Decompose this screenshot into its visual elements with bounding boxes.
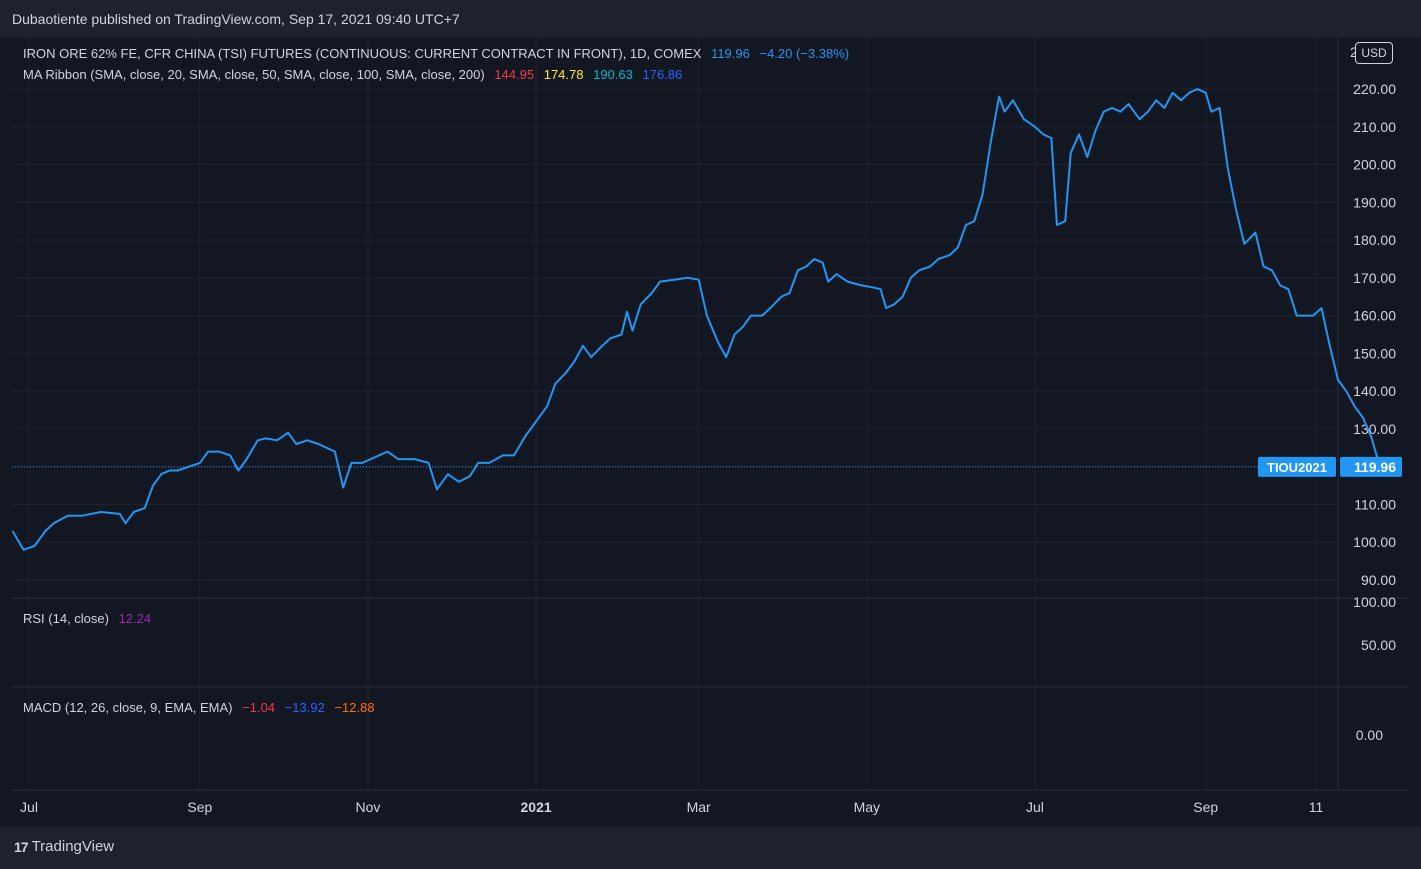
y-tick-label: 210.00 xyxy=(1353,119,1396,135)
y-tick-label-partial: 2 xyxy=(1350,44,1358,60)
main-series-legend[interactable]: IRON ORE 62% FE, CFR CHINA (TSI) FUTURES… xyxy=(23,46,855,61)
y-tick-label: 180.00 xyxy=(1353,232,1396,248)
y-tick-label: 150.00 xyxy=(1353,345,1396,361)
tradingview-logo-icon: 17 xyxy=(14,838,29,855)
macd-legend[interactable]: MACD (12, 26, close, 9, EMA, EMA) −1.04 … xyxy=(23,700,381,715)
ma-value-200: 176.86 xyxy=(642,67,683,82)
y-tick-label: 170.00 xyxy=(1353,270,1396,286)
macd-title: MACD (12, 26, close, 9, EMA, EMA) xyxy=(23,700,233,715)
price-series-line xyxy=(11,88,1381,551)
x-tick-label: Jul xyxy=(20,799,38,815)
rsi-legend[interactable]: RSI (14, close) 12.24 xyxy=(23,611,157,626)
price-tag-label: 119.96 xyxy=(1354,459,1396,475)
brand-label: TradingView xyxy=(31,838,115,855)
rsi-tick-label: 100.00 xyxy=(1353,594,1396,610)
rsi-tick-label: 50.00 xyxy=(1361,637,1396,653)
x-tick-label: Sep xyxy=(1193,799,1218,815)
y-tick-label: 160.00 xyxy=(1353,308,1396,324)
x-tick-label: Sep xyxy=(187,799,212,815)
price-tag-bg xyxy=(1340,456,1402,477)
rsi-value: 12.24 xyxy=(118,611,152,626)
ma-value-20: 144.95 xyxy=(494,67,535,82)
bottom-bar: 17 TradingView xyxy=(0,826,1421,869)
y-tick-label: 220.00 xyxy=(1353,81,1396,97)
macd-value-hist: −1.04 xyxy=(242,700,276,715)
ma-value-50: 174.78 xyxy=(543,67,584,82)
symbol-tag-label: TIOU2021 xyxy=(1267,460,1327,475)
y-tick-label: 110.00 xyxy=(1354,496,1396,512)
y-tick-label: 190.00 xyxy=(1353,194,1396,210)
macd-tick-label: 0.00 xyxy=(1356,727,1383,743)
x-tick-label: 11 xyxy=(1309,799,1324,815)
x-tick-label: Nov xyxy=(356,799,381,815)
series-change: −4.20 (−3.38%) xyxy=(759,46,850,61)
ma-title: MA Ribbon (SMA, close, 20, SMA, close, 5… xyxy=(23,67,485,82)
x-tick-label: May xyxy=(854,799,880,815)
ma-ribbon-legend[interactable]: MA Ribbon (SMA, close, 20, SMA, close, 5… xyxy=(23,67,688,82)
chart-frame[interactable] xyxy=(12,38,1409,826)
x-tick-label: Mar xyxy=(687,799,711,815)
y-tick-label: 90.00 xyxy=(1361,572,1396,588)
rsi-title: RSI (14, close) xyxy=(23,611,109,626)
currency-button[interactable]: USD xyxy=(1355,42,1393,64)
y-tick-label: 130.00 xyxy=(1353,421,1396,437)
series-price: 119.96 xyxy=(711,46,750,61)
macd-value-signal: −12.88 xyxy=(334,700,375,715)
series-title: IRON ORE 62% FE, CFR CHINA (TSI) FUTURES… xyxy=(23,46,702,61)
publish-line: Dubaotiente published on TradingView.com… xyxy=(12,11,460,27)
macd-value-macd: −13.92 xyxy=(284,700,325,715)
y-tick-label: 200.00 xyxy=(1353,157,1396,173)
top-bar: Dubaotiente published on TradingView.com… xyxy=(0,0,1421,38)
ma-value-100: 190.63 xyxy=(593,67,633,82)
y-tick-label: 100.00 xyxy=(1353,534,1396,550)
x-tick-label: 2021 xyxy=(521,799,552,815)
symbol-tag-bg xyxy=(1258,456,1336,477)
tradingview-brand[interactable]: 17 TradingView xyxy=(14,838,114,855)
y-tick-label: 140.00 xyxy=(1353,383,1396,399)
x-tick-label: Jul xyxy=(1026,799,1044,815)
